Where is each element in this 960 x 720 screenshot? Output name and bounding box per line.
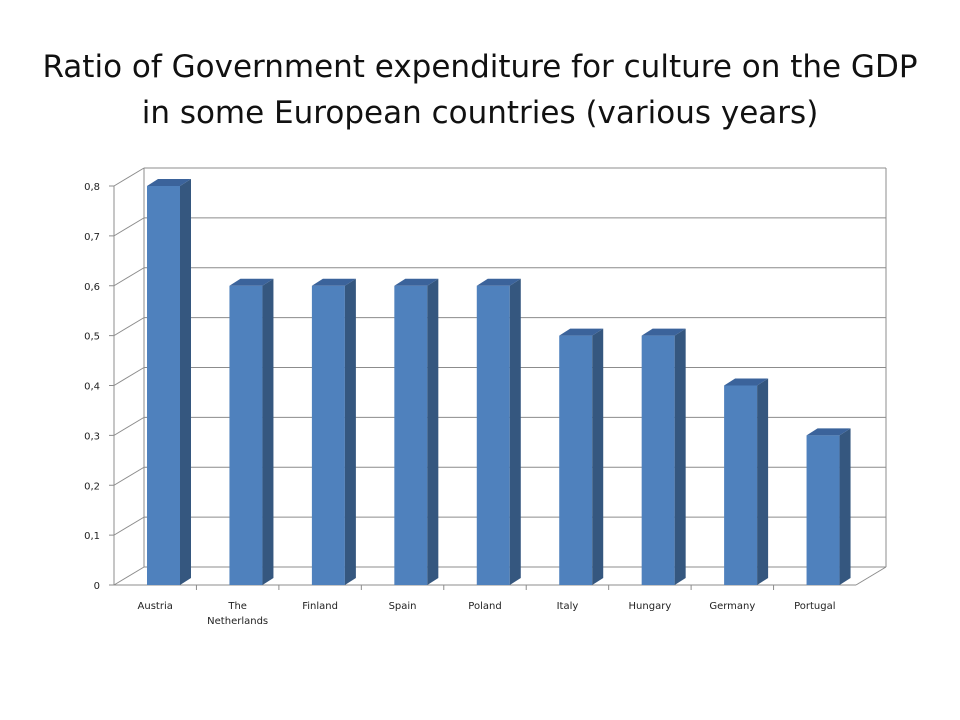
x-tick-label: Germany [709, 601, 755, 612]
gridline-diagonal [113, 367, 145, 386]
bar-top [806, 428, 851, 436]
x-tick-label: Spain [389, 601, 417, 612]
gridline-diagonal [113, 566, 145, 586]
y-tick-label: 0,5 [84, 332, 100, 343]
y-tick-label: 0,1 [84, 531, 100, 542]
bar-side [839, 428, 851, 585]
y-tick-label: 0,4 [84, 382, 100, 393]
bar-side [180, 179, 191, 585]
gridline-diagonal [113, 317, 145, 337]
gridline-diagonal [113, 416, 145, 436]
gridline-diagonal [113, 466, 145, 486]
bar [559, 335, 593, 585]
bar-side [674, 328, 686, 585]
bar [476, 285, 510, 585]
bar-side [262, 278, 274, 585]
bar-side [757, 378, 769, 585]
chart-title: Ratio of Government expenditure for cult… [42, 49, 918, 131]
bar-top [476, 278, 521, 286]
bar [311, 285, 345, 585]
gridline-diagonal [113, 516, 145, 536]
bar-top [147, 179, 191, 186]
bar-top [724, 378, 769, 386]
x-tick-label: Portugal [794, 601, 835, 612]
x-tick-label: Finland [302, 601, 338, 612]
bar-side [509, 278, 521, 585]
y-tick-label: 0,3 [84, 431, 100, 442]
bar-top [229, 278, 274, 286]
y-tick-label: 0,8 [84, 182, 100, 193]
bar-top [559, 328, 604, 336]
gridline-diagonal [113, 167, 145, 187]
x-tick-label: Hungary [629, 601, 672, 612]
y-tick-label: 0,7 [84, 232, 100, 243]
bar-top [641, 328, 686, 336]
y-tick-label: 0,2 [84, 481, 100, 492]
bar [394, 285, 428, 585]
x-tick-label: Poland [468, 601, 501, 612]
y-tick-label: 0 [94, 581, 100, 592]
bar-top [311, 278, 356, 286]
bar [147, 186, 180, 585]
floor-right-edge [855, 566, 887, 586]
bar-top [394, 278, 439, 286]
bar-side [592, 328, 604, 585]
x-tick-label: Italy [557, 601, 579, 612]
x-tick-label: The Netherlands [207, 601, 268, 627]
y-tick-label: 0,6 [84, 282, 100, 293]
x-tick-label: Austria [138, 601, 173, 612]
bar [641, 335, 675, 585]
bar [229, 285, 263, 585]
gridline-diagonal [113, 217, 145, 237]
bar-side [344, 278, 356, 585]
bar-side [427, 278, 439, 585]
bar [724, 385, 758, 585]
gridline-diagonal [113, 267, 145, 287]
bar [806, 435, 840, 585]
